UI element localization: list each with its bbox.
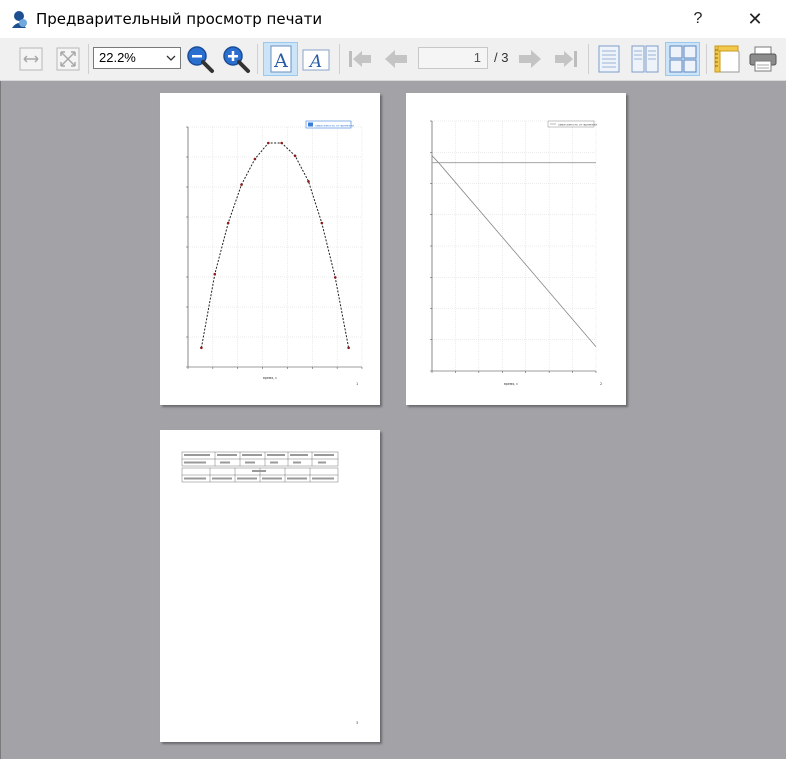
last-page-button[interactable] xyxy=(550,43,582,75)
prev-page-button[interactable] xyxy=(380,43,412,75)
toolbar: 22.2% A A xyxy=(0,38,786,81)
svg-text:A: A xyxy=(273,50,288,72)
chart-legend-box xyxy=(547,120,595,128)
table-page-3: 3 xyxy=(181,451,358,725)
table-cell-text xyxy=(184,454,334,480)
zoom-in-button[interactable] xyxy=(220,43,252,75)
chart-point xyxy=(333,276,337,279)
chart-point xyxy=(307,180,310,183)
toolbar-separator xyxy=(88,44,89,74)
chart-legend-label: зависимость от времени xyxy=(315,124,354,128)
chart-point xyxy=(280,141,283,145)
toolbar-separator xyxy=(706,44,707,74)
zoom-out-icon xyxy=(187,46,214,73)
page-number: 3 xyxy=(356,721,358,725)
chart-axes xyxy=(186,126,363,369)
chart-point xyxy=(226,221,230,225)
page-number-input[interactable]: 1 xyxy=(418,47,488,69)
one-page-icon xyxy=(598,45,620,73)
x-axis-label: время, с xyxy=(263,376,277,380)
chart-point xyxy=(293,154,297,158)
zoom-select[interactable]: 22.2% xyxy=(93,47,181,69)
chart-point xyxy=(267,141,270,145)
chart-grid xyxy=(431,120,597,372)
zoom-in-icon xyxy=(223,46,250,73)
four-pages-button[interactable] xyxy=(665,42,700,76)
chart-point xyxy=(347,346,350,350)
fit-width-icon xyxy=(19,47,43,71)
data-table xyxy=(181,451,339,483)
chart-legend-label: зависимость от времени xyxy=(558,123,597,127)
landscape-button[interactable]: A xyxy=(301,43,333,75)
legend-swatch xyxy=(308,122,313,127)
toolbar-separator xyxy=(257,44,258,74)
preview-page-2[interactable]: зависимость от времени время, с 2 xyxy=(406,93,626,405)
chart-points xyxy=(200,141,350,350)
print-icon xyxy=(749,46,777,72)
last-page-icon xyxy=(555,51,577,67)
landscape-icon: A xyxy=(302,49,330,72)
preview-page-3[interactable]: 3 xyxy=(160,430,380,742)
chart-point xyxy=(240,183,243,186)
preview-page-1[interactable]: зависимость от времени время, с 1 xyxy=(160,93,380,405)
prev-page-icon xyxy=(385,50,407,68)
toolbar-separator xyxy=(339,44,340,74)
two-pages-icon xyxy=(631,45,659,73)
zoom-out-button[interactable] xyxy=(184,43,216,75)
help-button[interactable]: ? xyxy=(693,10,703,27)
page-number: 2 xyxy=(600,382,602,386)
chart-point xyxy=(200,346,203,350)
two-pages-button[interactable] xyxy=(629,43,661,75)
fit-page-button[interactable] xyxy=(52,43,84,75)
portrait-button[interactable]: A xyxy=(263,42,298,76)
window-title: Предварительный просмотр печати xyxy=(36,10,323,28)
next-page-icon xyxy=(519,50,541,68)
one-page-button[interactable] xyxy=(593,43,625,75)
chart-point xyxy=(213,272,217,276)
close-button[interactable]: ✕ xyxy=(747,9,763,29)
next-page-button[interactable] xyxy=(514,43,546,75)
toolbar-separator xyxy=(588,44,589,74)
chart-series-line xyxy=(431,155,597,347)
chart-point xyxy=(253,157,257,161)
fit-width-button[interactable] xyxy=(15,43,47,75)
four-pages-icon xyxy=(669,45,696,73)
chart-legend-box xyxy=(305,120,352,129)
portrait-icon: A xyxy=(270,45,291,73)
chart-axes xyxy=(430,120,597,373)
first-page-icon xyxy=(349,51,371,67)
first-page-button[interactable] xyxy=(344,43,376,75)
zoom-value: 22.2% xyxy=(99,50,136,65)
chart-page-1: зависимость от времени время, с 1 xyxy=(186,120,363,386)
title-bar: Предварительный просмотр печати ? ✕ xyxy=(0,0,786,39)
print-button[interactable] xyxy=(747,43,779,75)
page-number: 1 xyxy=(356,382,358,386)
chart-page-2: зависимость от времени время, с 2 xyxy=(430,120,602,386)
page-total: / 3 xyxy=(494,50,509,65)
page-setup-icon xyxy=(714,45,740,73)
fit-page-icon xyxy=(56,47,80,71)
chart-series-line xyxy=(200,142,350,348)
app-logo-icon xyxy=(12,11,27,28)
svg-text:A: A xyxy=(308,52,322,72)
chevron-down-icon xyxy=(166,55,176,61)
preview-area[interactable]: зависимость от времени время, с 1 зависи… xyxy=(0,81,786,759)
chart-point xyxy=(320,221,324,225)
page-setup-button[interactable] xyxy=(711,43,743,75)
chart-grid xyxy=(187,126,363,368)
x-axis-label: время, с xyxy=(504,382,518,386)
